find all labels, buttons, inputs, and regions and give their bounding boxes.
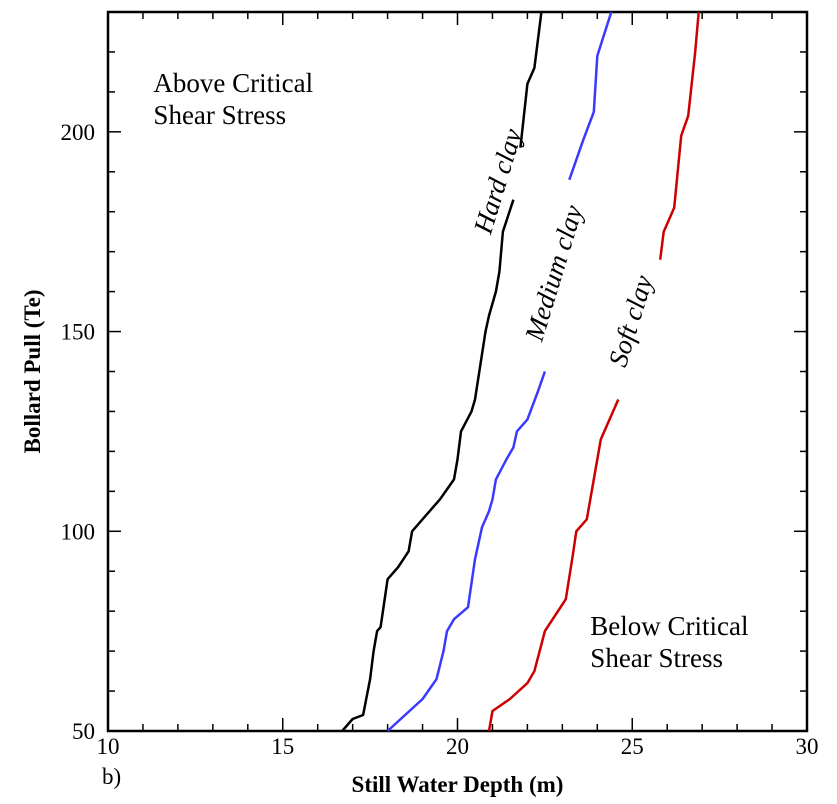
panel-label: b) [102, 764, 121, 789]
curve-hard-clay [519, 11, 543, 148]
x-tick-label: 25 [621, 734, 644, 759]
curve-label-medium-clay: Medium clay [519, 202, 589, 346]
curve-medium-clay [568, 11, 613, 181]
x-tick-label: 10 [97, 734, 120, 759]
y-tick-label: 100 [61, 519, 96, 544]
curve-label-soft-clay: Soft clay [603, 272, 659, 370]
x-tick-label: 20 [446, 734, 469, 759]
curve-label-hard-clay: Hard clay [467, 125, 527, 238]
y-tick-label: 50 [72, 719, 95, 744]
x-axis-title: Still Water Depth (m) [352, 772, 564, 797]
y-axis-title: Bollard Pull (Te) [20, 290, 45, 454]
x-tick-label: 30 [796, 734, 819, 759]
y-tick-label: 150 [61, 320, 96, 345]
curves [341, 11, 700, 732]
y-tick-label: 200 [61, 120, 96, 145]
annotation-1-line-0: Below Critical [590, 611, 748, 641]
x-tick-label: 15 [271, 734, 294, 759]
tick-labels: 10 15 20 25 30 50 100 150 200 [61, 120, 819, 759]
curve-hard-clay [341, 199, 515, 732]
annotation-1-line-1: Shear Stress [590, 643, 723, 673]
curve-soft-clay [487, 398, 620, 732]
annotation-0-line-1: Shear Stress [153, 100, 286, 130]
annotation-0-line-0: Above Critical [153, 68, 313, 98]
axis-ticks [107, 11, 808, 732]
curve-soft-clay [658, 11, 700, 260]
curve-medium-clay [386, 371, 547, 732]
